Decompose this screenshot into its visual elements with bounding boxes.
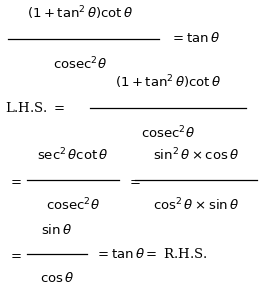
Text: $\left(1 + \tan^2\theta\right)\cot\theta$: $\left(1 + \tan^2\theta\right)\cot\theta… xyxy=(26,4,132,22)
Text: $\mathrm{cosec}^2\theta$: $\mathrm{cosec}^2\theta$ xyxy=(46,197,100,214)
Text: $= \tan\theta$: $= \tan\theta$ xyxy=(170,31,220,46)
Text: $\sin\theta$: $\sin\theta$ xyxy=(42,223,72,237)
Text: L.H.S. $=$: L.H.S. $=$ xyxy=(5,101,65,115)
Text: $\mathrm{cosec}^2\theta$: $\mathrm{cosec}^2\theta$ xyxy=(52,55,107,72)
Text: $=$: $=$ xyxy=(127,174,142,187)
Text: $\sec^2\theta\cot\theta$: $\sec^2\theta\cot\theta$ xyxy=(37,147,109,163)
Text: $\cos^2\theta\times\sin\theta$: $\cos^2\theta\times\sin\theta$ xyxy=(153,197,239,214)
Text: $\cos\theta$: $\cos\theta$ xyxy=(40,271,74,285)
Text: $\left(1 + \tan^2\theta\right)\cot\theta$: $\left(1 + \tan^2\theta\right)\cot\theta… xyxy=(115,73,221,91)
Text: $\sin^2\theta\times\cos\theta$: $\sin^2\theta\times\cos\theta$ xyxy=(153,147,239,163)
Text: $=$: $=$ xyxy=(8,248,22,261)
Text: $\mathrm{cosec}^2\theta$: $\mathrm{cosec}^2\theta$ xyxy=(141,125,195,141)
Text: $=$: $=$ xyxy=(8,174,22,187)
Text: $= \tan\theta =$ R.H.S.: $= \tan\theta =$ R.H.S. xyxy=(95,247,208,261)
